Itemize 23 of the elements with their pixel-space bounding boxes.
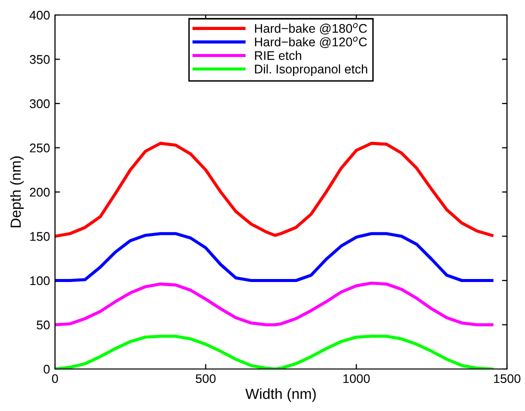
y-tick-label: 150 — [30, 232, 50, 241]
y-tick-label: 50 — [36, 320, 50, 330]
y-tick-label: 200 — [30, 188, 50, 197]
legend-label: Hard−bake @120$^{o}$C — [255, 36, 367, 48]
y-tick-label: 250 — [30, 144, 50, 152]
x-tick-label: 1500 — [494, 374, 520, 384]
line-series — [55, 142, 494, 238]
y-tick-label: 100 — [30, 276, 50, 286]
x-tick-label: 1000 — [343, 374, 370, 384]
y-axis-title: Depth (nm) — [10, 156, 24, 228]
y-tick-label: 0 — [44, 364, 50, 374]
line-series — [55, 282, 494, 326]
y-tick-label: 350 — [30, 55, 50, 64]
legend-label: Hard−bake @180$^{o}$C — [255, 23, 367, 34]
line-series — [55, 232, 494, 282]
x-tick-label: 0 — [52, 374, 58, 384]
x-axis-title: Width (nm) — [245, 388, 316, 402]
y-tick-label: 300 — [30, 99, 50, 108]
line-series — [55, 334, 494, 369]
x-tick-label: 500 — [196, 374, 216, 384]
y-tick-label: 400 — [30, 10, 50, 20]
legend-label: Dil. Isopropanol etch — [255, 64, 368, 76]
legend-label: RIE etch — [255, 50, 302, 60]
